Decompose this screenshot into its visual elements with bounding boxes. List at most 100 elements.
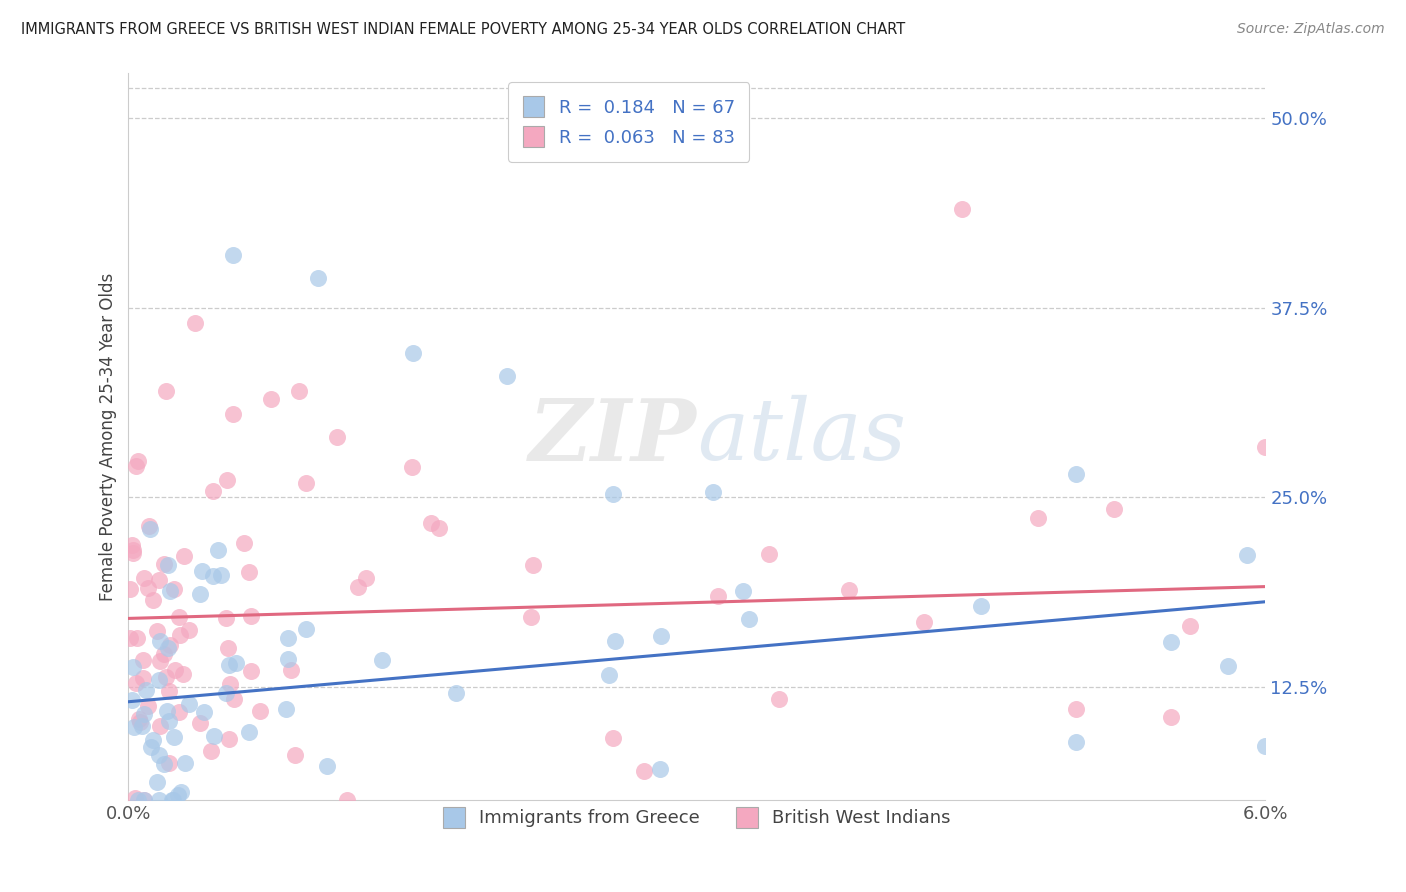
Point: [295, 623, 318, 637]
Point: [277, 651, 299, 665]
Point: [170, 785, 193, 799]
Point: [1216, 659, 1239, 673]
Point: [167, 610, 190, 624]
Point: [127, 631, 149, 645]
Point: [156, 704, 179, 718]
Point: [163, 664, 186, 678]
Point: [179, 623, 201, 637]
Point: [738, 612, 761, 626]
Text: Source: ZipAtlas.com: Source: ZipAtlas.com: [1237, 22, 1385, 37]
Point: [148, 574, 170, 588]
Point: [259, 392, 281, 406]
Point: [122, 546, 145, 560]
Point: [280, 663, 302, 677]
Point: [1026, 510, 1049, 524]
Text: IMMIGRANTS FROM GREECE VS BRITISH WEST INDIAN FEMALE POVERTY AMONG 25-34 YEAR OL: IMMIGRANTS FROM GREECE VS BRITISH WEST I…: [21, 22, 905, 37]
Point: [138, 519, 160, 533]
Point: [1274, 662, 1296, 676]
Point: [148, 747, 170, 762]
Point: [131, 719, 153, 733]
Point: [970, 599, 993, 613]
Point: [124, 791, 146, 805]
Point: [284, 747, 307, 762]
Point: [190, 716, 212, 731]
Point: [520, 610, 543, 624]
Point: [446, 686, 468, 700]
Point: [188, 587, 211, 601]
Point: [132, 793, 155, 807]
Point: [142, 733, 165, 747]
Point: [274, 702, 297, 716]
Point: [602, 487, 624, 501]
Point: [838, 582, 860, 597]
Point: [202, 729, 225, 743]
Point: [153, 756, 176, 771]
Point: [354, 571, 377, 585]
Point: [650, 629, 672, 643]
Point: [149, 654, 172, 668]
Point: [122, 543, 145, 558]
Point: [136, 698, 159, 713]
Point: [1064, 702, 1087, 716]
Point: [1178, 618, 1201, 632]
Point: [120, 631, 142, 645]
Point: [127, 453, 149, 467]
Point: [277, 631, 299, 645]
Point: [1254, 739, 1277, 754]
Point: [702, 485, 724, 500]
Point: [768, 691, 790, 706]
Point: [157, 640, 180, 655]
Point: [214, 686, 236, 700]
Point: [149, 634, 172, 648]
Point: [162, 582, 184, 596]
Point: [160, 793, 183, 807]
Point: [159, 583, 181, 598]
Point: [122, 720, 145, 734]
Point: [134, 571, 156, 585]
Point: [335, 793, 357, 807]
Point: [149, 719, 172, 733]
Point: [1160, 635, 1182, 649]
Point: [294, 475, 316, 490]
Point: [139, 522, 162, 536]
Point: [239, 664, 262, 678]
Point: [1064, 467, 1087, 482]
Point: [135, 683, 157, 698]
Point: [128, 712, 150, 726]
Point: [153, 647, 176, 661]
Point: [125, 458, 148, 473]
Point: [167, 706, 190, 720]
Point: [1160, 710, 1182, 724]
Point: [155, 384, 177, 399]
Point: [1102, 501, 1125, 516]
Point: [146, 624, 169, 638]
Point: [240, 609, 263, 624]
Point: [125, 675, 148, 690]
Point: [148, 673, 170, 687]
Point: [172, 667, 194, 681]
Point: [121, 538, 143, 552]
Point: [157, 714, 180, 728]
Point: [496, 369, 519, 384]
Point: [950, 202, 973, 217]
Point: [169, 628, 191, 642]
Point: [1236, 548, 1258, 562]
Point: [179, 697, 201, 711]
Point: [122, 660, 145, 674]
Point: [184, 316, 207, 330]
Point: [427, 521, 450, 535]
Point: [731, 583, 754, 598]
Y-axis label: Female Poverty Among 25-34 Year Olds: Female Poverty Among 25-34 Year Olds: [100, 272, 117, 600]
Point: [1254, 440, 1277, 454]
Point: [233, 536, 256, 550]
Point: [288, 384, 311, 399]
Point: [1064, 735, 1087, 749]
Point: [650, 762, 672, 776]
Point: [218, 677, 240, 691]
Point: [420, 516, 443, 530]
Point: [707, 590, 730, 604]
Point: [173, 756, 195, 770]
Point: [191, 564, 214, 578]
Point: [522, 558, 544, 572]
Point: [201, 569, 224, 583]
